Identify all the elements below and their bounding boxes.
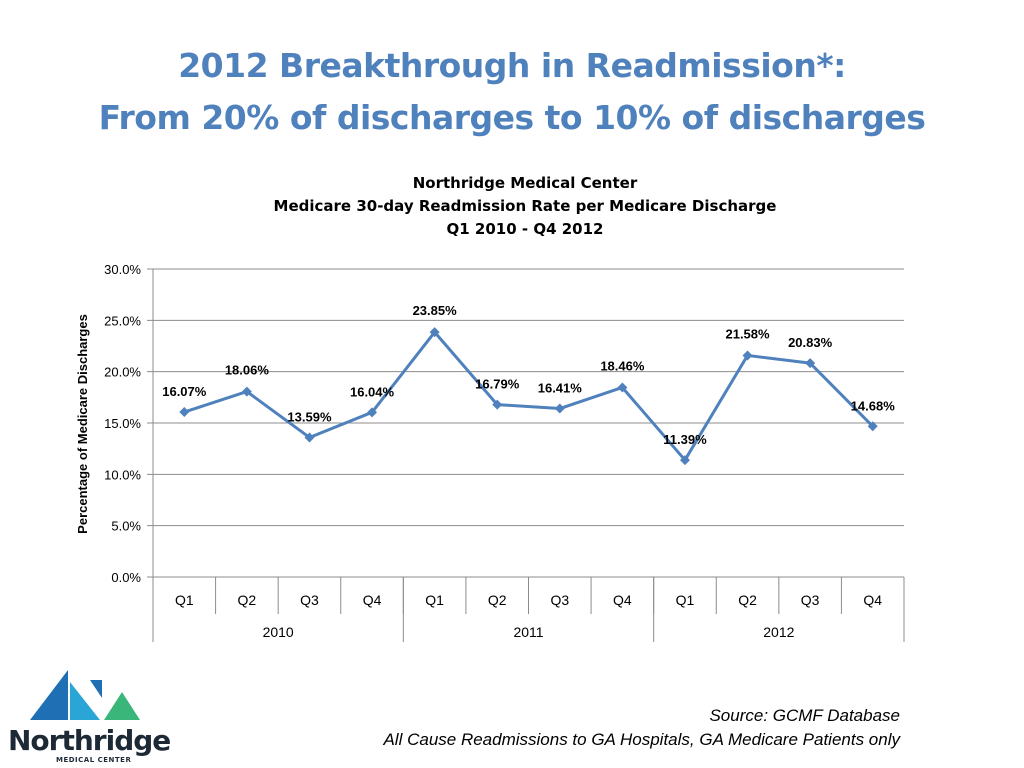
x-tick-label: Q3 <box>801 592 820 608</box>
data-label: 20.83% <box>788 335 833 350</box>
data-label: 16.79% <box>475 377 520 392</box>
chart-title-line-1: Northridge Medical Center <box>412 174 638 192</box>
data-point-marker <box>367 407 378 418</box>
northridge-logo: Northridge MEDICAL CENTER <box>8 668 171 768</box>
grid-lines <box>147 268 904 578</box>
data-point-marker <box>304 432 315 443</box>
x-group-label: 2010 <box>263 624 294 640</box>
y-tick-labels: 0.0% 5.0% 10.0% 15.0% 20.0% 25.0% 30.0% <box>104 262 141 585</box>
series-line-path <box>183 330 874 462</box>
data-label: 18.06% <box>225 363 270 378</box>
series-markers <box>179 327 878 466</box>
logo-mountains-icon <box>30 670 140 720</box>
data-label: 23.85% <box>413 303 458 318</box>
y-tick-label: 0.0% <box>111 570 141 585</box>
x-tick-label: Q1 <box>676 592 695 608</box>
chart-title: Northridge Medical Center Medicare 30-da… <box>150 172 900 241</box>
logo-subtitle: MEDICAL CENTER <box>56 756 132 764</box>
data-label: 13.59% <box>287 409 332 424</box>
data-label: 11.39% <box>663 432 707 447</box>
x-tick-label: Q4 <box>613 592 632 608</box>
x-tick-label: Q4 <box>863 592 882 608</box>
x-tick-label: Q2 <box>238 592 257 608</box>
x-group-label: 2011 <box>513 624 543 640</box>
chart-title-line-2: Medicare 30-day Readmission Rate per Med… <box>273 197 777 215</box>
data-label: 16.04% <box>350 384 395 399</box>
slide-title-line-1: 2012 Breakthrough in Readmission*: <box>178 46 846 85</box>
data-label: 18.46% <box>600 358 645 373</box>
axes <box>152 269 905 642</box>
x-tick-label: Q1 <box>425 592 444 608</box>
y-tick-label: 30.0% <box>104 262 141 277</box>
data-point-marker <box>179 407 190 418</box>
data-point-marker <box>617 382 628 393</box>
slide-title: 2012 Breakthrough in Readmission*: From … <box>0 40 1024 144</box>
x-tick-label: Q4 <box>363 592 382 608</box>
data-point-marker <box>742 350 753 361</box>
x-tick-label: Q3 <box>300 592 319 608</box>
y-tick-label: 20.0% <box>104 365 141 380</box>
data-point-marker <box>679 455 690 466</box>
x-tick-label: Q2 <box>488 592 507 608</box>
x-tick-labels: 2010 2011 2012 Q1 Q2 Q3 Q4 Q1 Q2 Q3 Q4 Q1 Q2 Q3 Q4 <box>175 592 882 640</box>
data-label: 14.68% <box>851 398 896 413</box>
y-tick-label: 25.0% <box>104 313 141 328</box>
data-label: 16.41% <box>538 381 583 396</box>
source-line-2: All Cause Readmissions to GA Hospitals, … <box>383 730 900 749</box>
source-note: Source: GCMF Database All Cause Readmiss… <box>383 704 900 752</box>
series-line <box>183 330 874 462</box>
slide-title-line-2: From 20% of discharges to 10% of dischar… <box>98 98 926 137</box>
x-tick-label: Q2 <box>738 592 757 608</box>
data-point-marker <box>241 386 252 397</box>
x-group-label: 2012 <box>763 624 794 640</box>
chart-title-line-3: Q1 2010 - Q4 2012 <box>446 220 604 238</box>
x-tick-label: Q1 <box>175 592 194 608</box>
y-tick-label: 15.0% <box>104 416 141 431</box>
y-tick-label: 10.0% <box>104 467 141 482</box>
data-point-marker <box>805 358 816 369</box>
data-point-marker <box>429 327 440 338</box>
data-labels: 16.07% 18.06% 13.59% 16.04% 23.85% 16.79% 16.4… <box>162 303 895 447</box>
y-tick-label: 5.0% <box>111 519 141 534</box>
y-axis-label: Percentage of Medicare Discharges <box>75 314 90 534</box>
x-tick-label: Q3 <box>550 592 569 608</box>
source-line-1: Source: GCMF Database <box>709 706 900 725</box>
data-label: 21.58% <box>725 326 770 341</box>
logo-wordmark: Northridge <box>8 724 171 757</box>
data-label: 16.07% <box>162 384 207 399</box>
data-point-marker <box>554 403 565 414</box>
data-point-marker <box>492 399 503 410</box>
data-point-marker <box>867 421 878 432</box>
